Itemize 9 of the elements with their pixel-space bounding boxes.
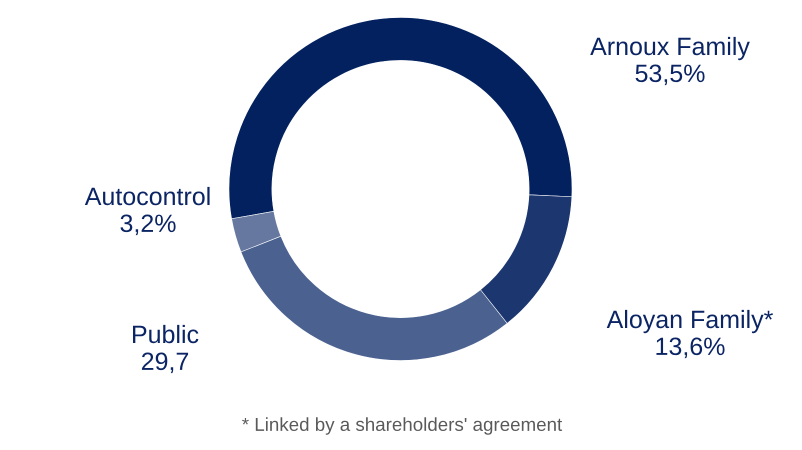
slice-label: Aloyan Family* [606,310,773,334]
slice-label: Public [133,324,198,344]
text: * Linked by a shareholders' agreement [242,417,562,435]
slice-label: Arnoux Family [590,36,750,60]
data-label: 29,7 [142,352,188,374]
data-label: 53,5% [636,64,705,86]
data-label: 3,2% [120,214,176,236]
data-label: 13,6% [656,337,725,358]
slice-label: Autocontrol [84,186,210,206]
